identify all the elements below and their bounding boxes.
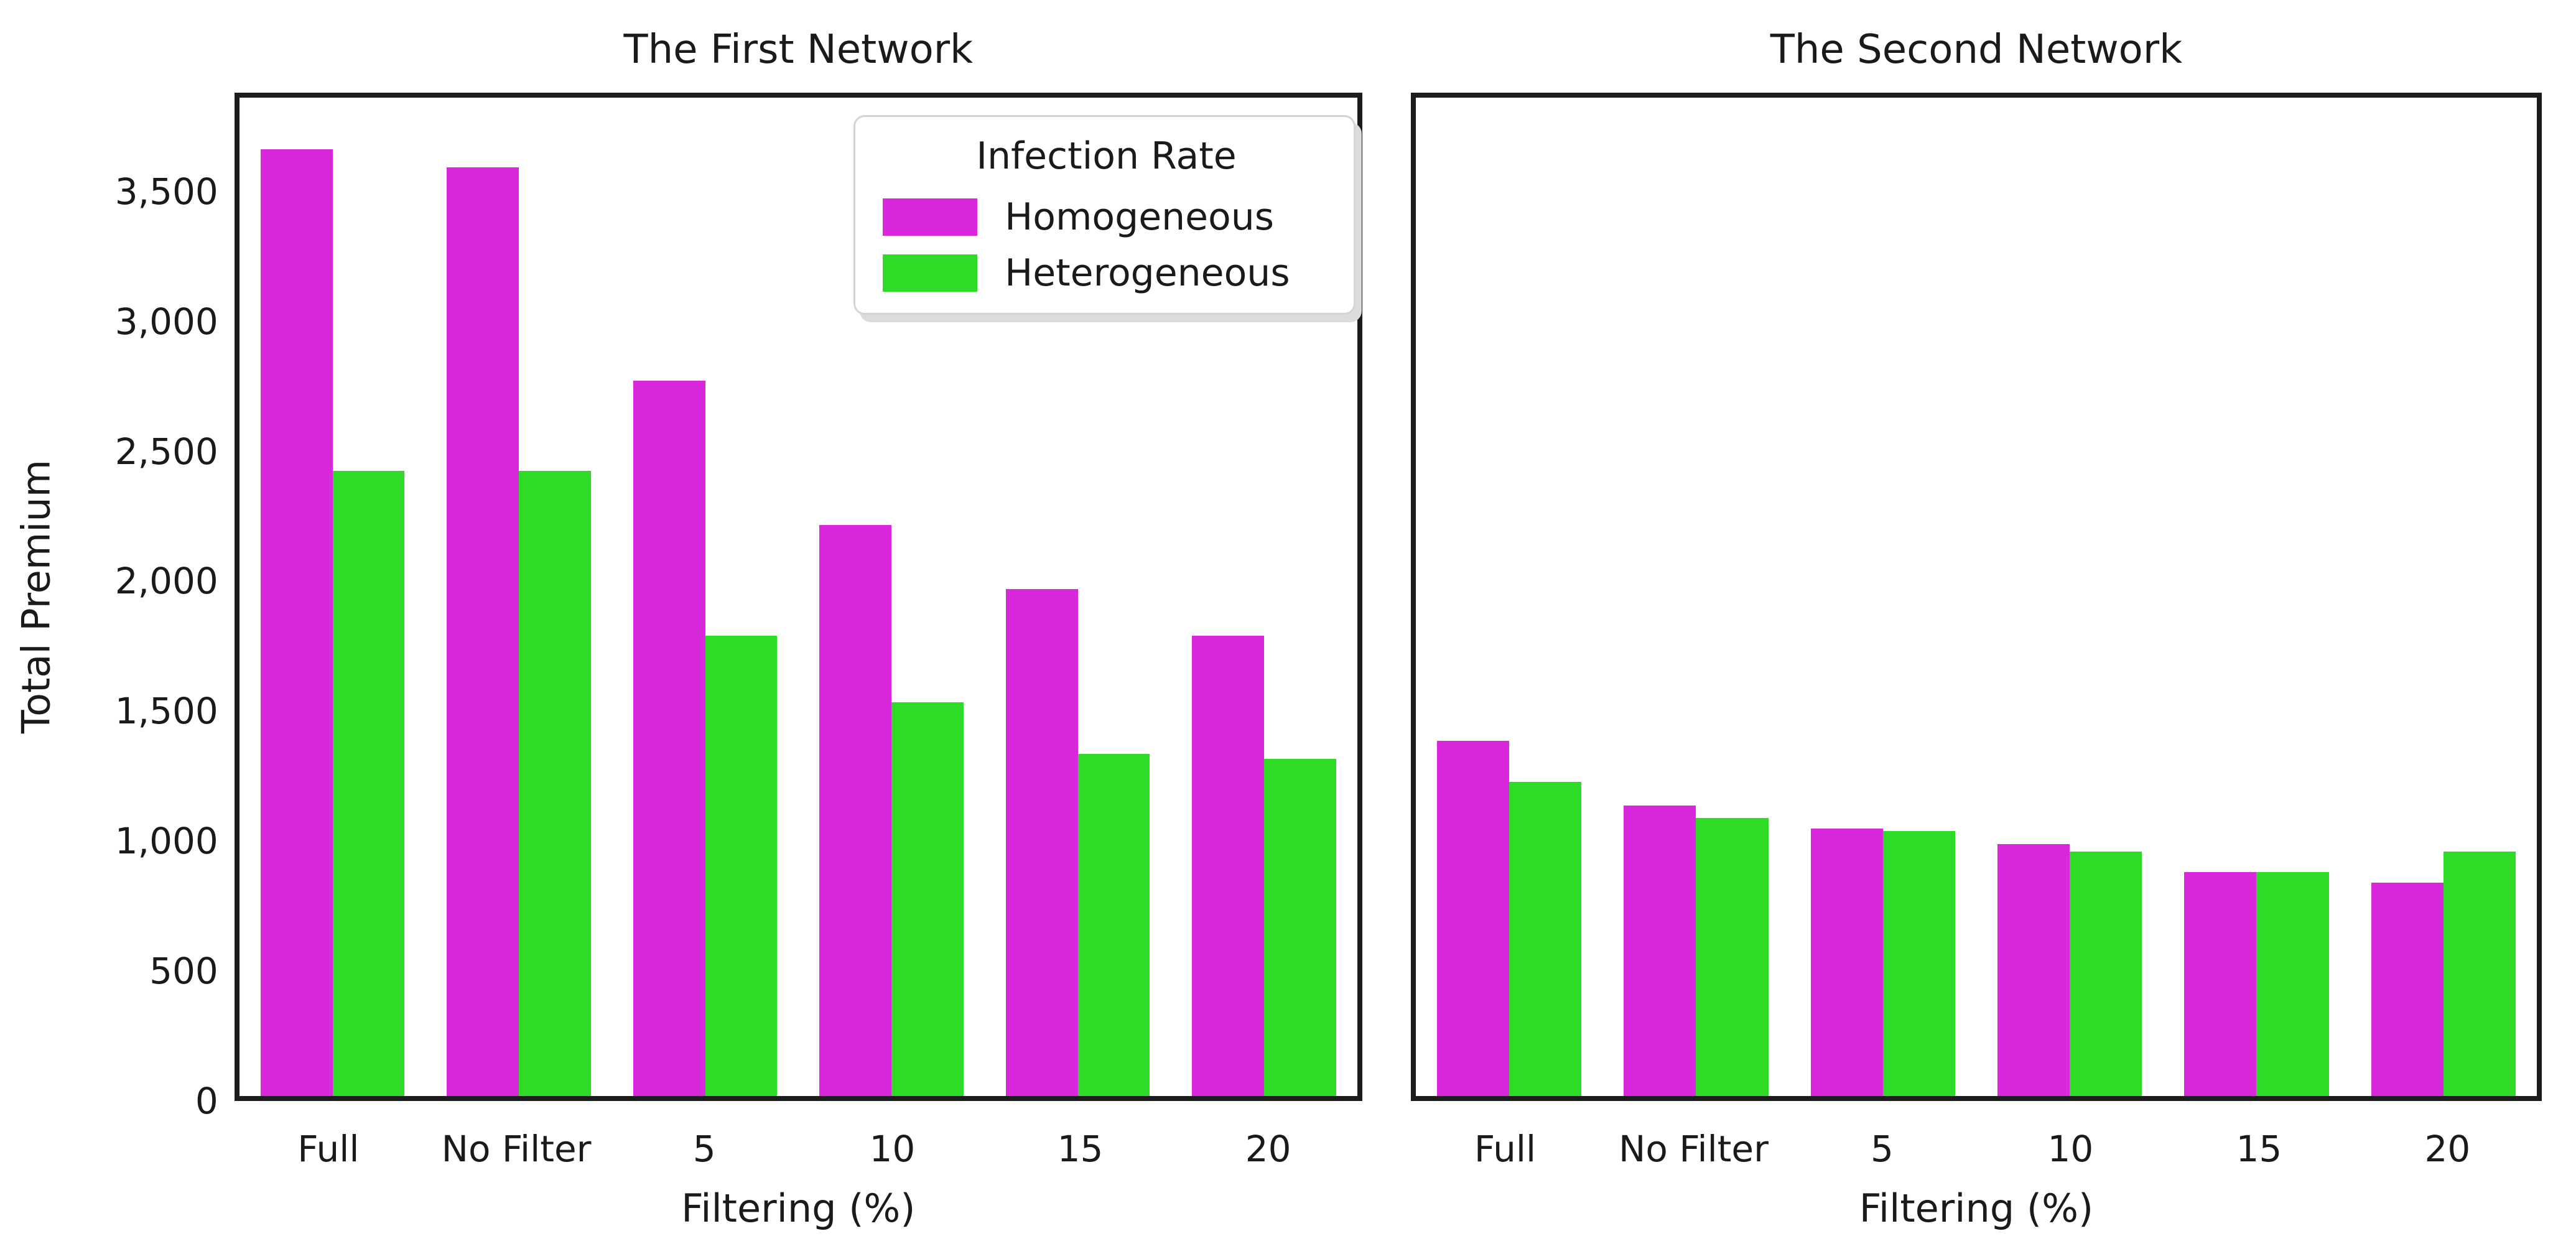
legend-title: Infection Rate bbox=[976, 134, 1237, 178]
y-tick-label: 2,000 bbox=[114, 560, 218, 603]
x-tick-label-15: 15 bbox=[2236, 1127, 2282, 1170]
legend-entry-heterogeneous: Heterogeneous bbox=[883, 254, 1330, 292]
x-tick-label-10: 10 bbox=[869, 1127, 916, 1170]
subplot-second-network: The Second Network Filtering (%) Full No … bbox=[1411, 27, 2542, 1227]
y-tick-label: 2,500 bbox=[114, 430, 218, 473]
x-tick-label-15: 15 bbox=[1057, 1127, 1104, 1170]
bar-heterogeneous-full bbox=[1509, 782, 1582, 1096]
bar-heterogeneous-no-filter bbox=[519, 470, 591, 1096]
x-axis-label-first: Filtering (%) bbox=[681, 1185, 916, 1231]
bar-homogeneous-no-filter bbox=[1624, 805, 1696, 1096]
bar-heterogeneous-15 bbox=[2256, 872, 2329, 1096]
x-axis-label-second: Filtering (%) bbox=[1859, 1185, 2094, 1231]
bar-homogeneous-no-filter bbox=[447, 167, 519, 1096]
x-tick-label-full: Full bbox=[297, 1127, 360, 1170]
bar-heterogeneous-10 bbox=[2070, 852, 2142, 1096]
bar-heterogeneous-10 bbox=[891, 702, 964, 1096]
bar-group-5 bbox=[612, 98, 798, 1096]
bar-heterogeneous-20 bbox=[2443, 852, 2516, 1096]
bar-homogeneous-full bbox=[260, 149, 333, 1096]
bar-homogeneous-20 bbox=[1192, 635, 1264, 1096]
y-tick-label: 500 bbox=[149, 950, 218, 993]
bar-group-full bbox=[239, 98, 425, 1096]
bar-homogeneous-15 bbox=[2184, 872, 2257, 1096]
bar-homogeneous-5 bbox=[633, 380, 705, 1096]
y-axis-label: Total Premium bbox=[13, 460, 59, 734]
y-tick-label: 3,000 bbox=[114, 300, 218, 343]
bar-group-full bbox=[1416, 98, 1602, 1096]
bar-homogeneous-10 bbox=[1997, 843, 2070, 1096]
x-tick-label-20: 20 bbox=[1245, 1127, 1291, 1170]
legend-swatch-heterogeneous-icon bbox=[883, 254, 978, 292]
legend-entry-homogeneous: Homogeneous bbox=[883, 198, 1330, 236]
legend-swatch-homogeneous-icon bbox=[883, 198, 978, 236]
x-tick-label-20: 20 bbox=[2424, 1127, 2471, 1170]
x-tick-label-10: 10 bbox=[2047, 1127, 2094, 1170]
bar-homogeneous-20 bbox=[2371, 882, 2443, 1096]
bar-heterogeneous-5 bbox=[1882, 830, 1956, 1096]
x-tick-label-5: 5 bbox=[1871, 1127, 1894, 1170]
subplot-title-second: The Second Network bbox=[1770, 26, 2183, 73]
bar-group-10 bbox=[1976, 98, 2163, 1096]
bar-heterogeneous-20 bbox=[1263, 759, 1336, 1096]
y-tick-label: 1,000 bbox=[114, 820, 218, 863]
subplot-title-first: The First Network bbox=[623, 26, 974, 73]
bar-heterogeneous-15 bbox=[1077, 753, 1150, 1096]
bar-homogeneous-10 bbox=[819, 524, 892, 1096]
x-tick-label-5: 5 bbox=[692, 1127, 716, 1170]
subplot-first-network: The First Network Filtering (%) Infectio… bbox=[115, 27, 1362, 1227]
bar-group-5 bbox=[1790, 98, 1976, 1096]
y-tick-label: 3,500 bbox=[114, 170, 218, 213]
bar-homogeneous-full bbox=[1436, 741, 1510, 1096]
plot-area-second bbox=[1411, 92, 2542, 1101]
y-tick-label: 0 bbox=[195, 1079, 218, 1122]
y-tick-label: 1,500 bbox=[114, 690, 218, 733]
bar-heterogeneous-no-filter bbox=[1696, 818, 1769, 1096]
bar-heterogeneous-5 bbox=[705, 635, 778, 1096]
x-tick-label-no-filter: No Filter bbox=[441, 1127, 592, 1170]
x-tick-label-full: Full bbox=[1474, 1127, 1537, 1170]
bar-group-no-filter bbox=[1602, 98, 1789, 1096]
bar-homogeneous-5 bbox=[1810, 828, 1883, 1096]
bar-group-15 bbox=[985, 98, 1171, 1096]
bar-group-no-filter bbox=[425, 98, 611, 1096]
bar-group-20 bbox=[2350, 98, 2537, 1096]
bar-group-10 bbox=[798, 98, 984, 1096]
bar-heterogeneous-full bbox=[332, 470, 405, 1096]
legend-label-heterogeneous: Heterogeneous bbox=[1005, 251, 1290, 295]
bar-homogeneous-15 bbox=[1005, 589, 1078, 1096]
legend-label-homogeneous: Homogeneous bbox=[1005, 195, 1275, 239]
bar-group-20 bbox=[1171, 98, 1357, 1096]
bar-group-15 bbox=[2163, 98, 2350, 1096]
x-tick-label-no-filter: No Filter bbox=[1619, 1127, 1769, 1170]
legend: Infection Rate Homogeneous Heterogeneous bbox=[853, 114, 1355, 315]
